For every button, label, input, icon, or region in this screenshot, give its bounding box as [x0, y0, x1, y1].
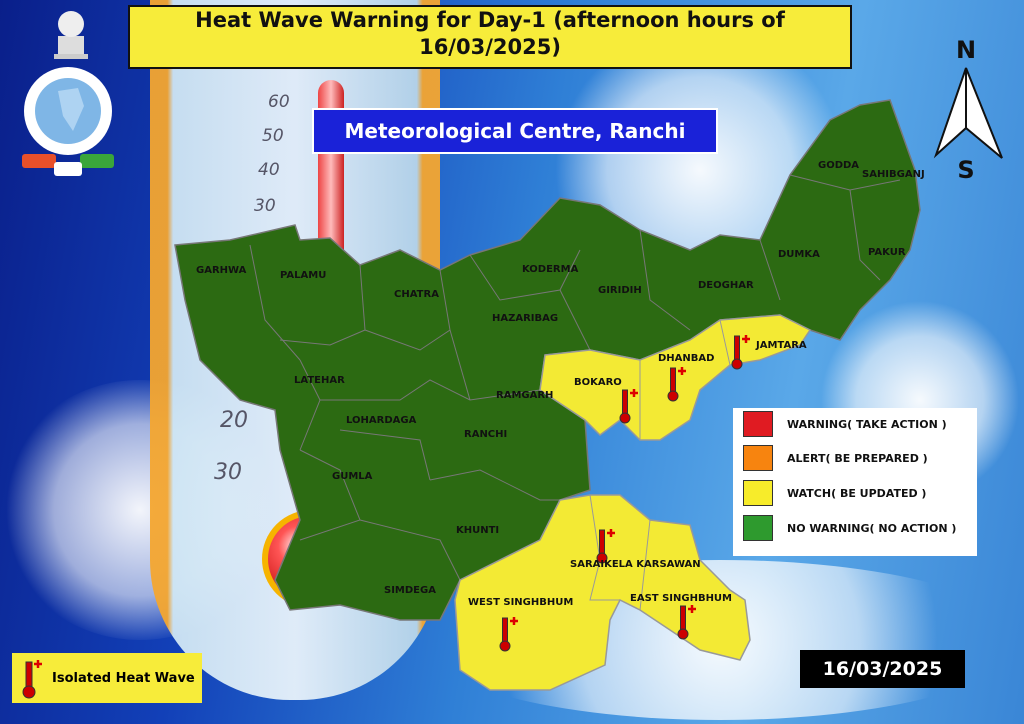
heatwave-legend: Isolated Heat Wave — [12, 653, 202, 703]
district-label-pakur: PAKUR — [868, 247, 906, 258]
legend-item-alert: ALERT( BE PREPARED ) — [743, 444, 928, 472]
issuing-centre: Meteorological Centre, Ranchi — [312, 108, 718, 154]
district-label-chatra: CHATRA — [394, 289, 439, 300]
district-label-saraikela-karsawan: SARAIKELA KARSAWAN — [570, 559, 701, 570]
north-arrow-icon: N S — [933, 36, 1003, 184]
warning-legend: WARNING( TAKE ACTION ) ALERT( BE PREPARE… — [733, 408, 977, 556]
district-label-koderma: KODERMA — [522, 264, 579, 275]
legend-item-no-warning: NO WARNING( NO ACTION ) — [743, 514, 956, 542]
tick: 30 — [254, 196, 276, 216]
legend-swatch — [743, 411, 773, 437]
district-label-garhwa: GARHWA — [196, 265, 247, 276]
district-label-lohardaga: LOHARDAGA — [346, 415, 417, 426]
district-labels: GARHWA PALAMU CHATRA KODERMA GIRIDIH DEO… — [196, 160, 925, 608]
legend-label: ALERT( BE PREPARED ) — [787, 451, 928, 465]
legend-swatch — [743, 480, 773, 506]
district-label-ranchi: RANCHI — [464, 429, 507, 440]
district-label-gumla: GUMLA — [332, 471, 373, 482]
district-label-sahibganj: SAHIBGANJ — [862, 169, 925, 180]
title-line-1: Heat Wave Warning for Day-1 (afternoon h… — [195, 8, 785, 32]
title-line-2: 16/03/2025) — [419, 35, 561, 59]
district-label-ramgarh: RAMGARH — [496, 390, 553, 401]
tick: 60 — [268, 92, 290, 112]
district-label-dhanbad: DHANBAD — [658, 353, 714, 364]
district-label-giridih: GIRIDIH — [598, 285, 642, 296]
district-label-godda: GODDA — [818, 160, 859, 171]
tick: 40 — [258, 160, 280, 180]
map-title: Heat Wave Warning for Day-1 (afternoon h… — [128, 5, 852, 69]
tick: 30 — [214, 460, 242, 485]
district-label-khunti: KHUNTI — [456, 525, 499, 536]
district-label-latehar: LATEHAR — [294, 375, 345, 386]
compass-south: S — [957, 156, 974, 184]
district-label-west-singhbhum: WEST SINGHBHUM — [468, 597, 573, 608]
no-warning-region — [174, 99, 921, 621]
district-label-jamtara: JAMTARA — [755, 340, 807, 351]
district-label-simdega: SIMDEGA — [384, 585, 436, 596]
district-label-palamu: PALAMU — [280, 270, 326, 281]
tick: 20 — [220, 408, 248, 433]
district-label-bokaro: BOKARO — [574, 377, 622, 388]
thermometer-plus-icon — [22, 660, 42, 699]
district-label-east-singhbhum: EAST SINGHBHUM — [630, 593, 732, 604]
legend-label: WATCH( BE UPDATED ) — [787, 486, 927, 500]
legend-swatch — [743, 515, 773, 541]
tick: 50 — [262, 126, 284, 146]
legend-swatch — [743, 445, 773, 471]
district-label-hazaribag: HAZARIBAG — [492, 313, 558, 324]
date-badge: 16/03/2025 — [800, 650, 965, 688]
legend-item-warning: WARNING( TAKE ACTION ) — [743, 410, 947, 438]
heatwave-legend-label: Isolated Heat Wave — [52, 670, 195, 686]
compass-north: N — [956, 36, 976, 64]
district-label-dumka: DUMKA — [778, 249, 820, 260]
imd-logo — [22, 67, 114, 176]
legend-item-watch: WATCH( BE UPDATED ) — [743, 479, 926, 507]
district-label-deoghar: DEOGHAR — [698, 280, 754, 291]
legend-label: WARNING( TAKE ACTION ) — [787, 417, 947, 431]
district-boundaries — [249, 174, 901, 581]
legend-label: NO WARNING( NO ACTION ) — [787, 521, 957, 535]
national-emblem-icon — [54, 11, 88, 59]
